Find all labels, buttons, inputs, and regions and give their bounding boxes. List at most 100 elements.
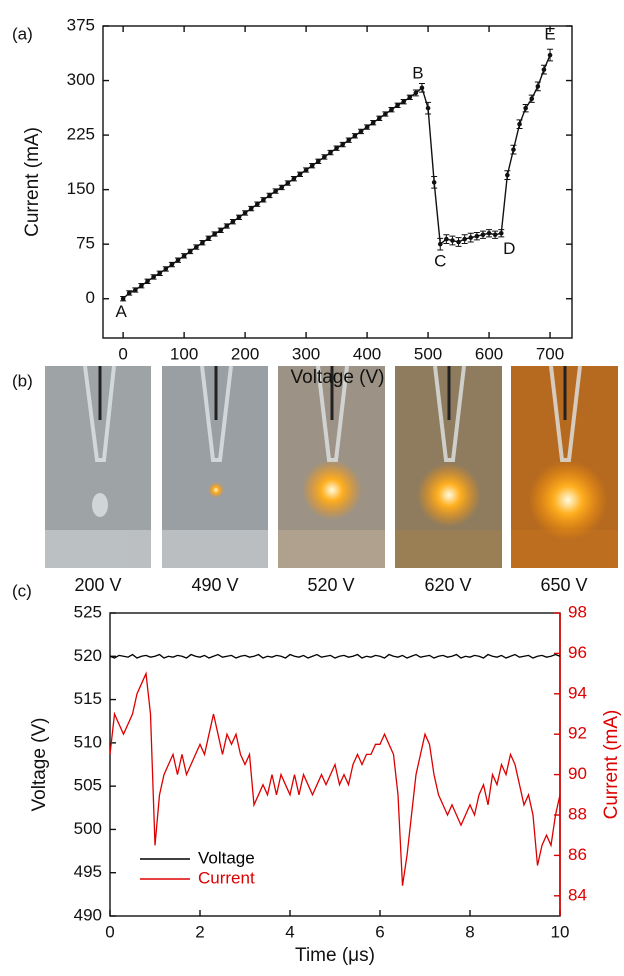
data-point — [334, 145, 339, 151]
data-line — [109, 653, 561, 659]
y-tick-label: 300 — [67, 70, 95, 89]
x-tick-label: 10 — [551, 922, 570, 941]
data-point — [328, 150, 333, 155]
data-point — [370, 120, 376, 126]
data-point — [315, 158, 321, 164]
y-axis-label: Voltage (V) — [29, 718, 50, 812]
data-point — [407, 94, 413, 100]
data-point — [419, 85, 425, 91]
x-tick-label: 400 — [353, 344, 381, 363]
data-point — [133, 287, 138, 293]
photo-caption: 520 V — [307, 575, 354, 595]
y-tick-label: 520 — [74, 646, 102, 665]
data-point — [255, 201, 260, 207]
data-point — [462, 236, 467, 242]
panel-label: (c) — [12, 581, 32, 600]
data-point — [395, 102, 400, 108]
y-tick-label: 490 — [74, 905, 102, 924]
y-tick-label: 505 — [74, 776, 102, 795]
y2-tick-label: 96 — [568, 643, 587, 662]
legend-label: Voltage — [198, 848, 255, 867]
photo-caption: 490 V — [191, 575, 238, 595]
data-point — [376, 116, 382, 121]
photo-floor — [45, 530, 618, 568]
data-point — [151, 274, 156, 280]
data-point — [297, 172, 303, 177]
data-point — [437, 241, 443, 247]
x-tick-label: 200 — [231, 344, 259, 363]
data-point — [261, 197, 266, 203]
x-tick-label: 600 — [475, 344, 503, 363]
x-tick-label: 4 — [285, 922, 294, 941]
data-point — [187, 249, 193, 254]
data-point — [163, 266, 169, 272]
data-point — [346, 137, 352, 143]
wire — [98, 366, 567, 420]
x-axis-label: Time (μs) — [295, 945, 375, 966]
data-point — [340, 142, 345, 147]
data-point — [279, 185, 284, 190]
data-point — [126, 290, 132, 296]
data-point — [523, 105, 528, 111]
data-point — [273, 188, 278, 194]
data-point — [486, 230, 492, 236]
x-tick-label: 300 — [292, 344, 320, 363]
data-point — [358, 129, 364, 134]
data-point — [431, 180, 437, 185]
y2-axis-label: Current (mA) — [601, 710, 622, 820]
data-point — [456, 239, 461, 245]
data-point — [529, 96, 535, 102]
data-point — [145, 278, 150, 284]
data-point — [206, 236, 211, 241]
data-point — [498, 230, 504, 236]
point-annotation: E — [544, 25, 555, 44]
data-point — [267, 193, 272, 198]
x-tick-label: 0 — [118, 344, 127, 363]
glow — [302, 460, 362, 520]
x-tick-label: 500 — [414, 344, 442, 363]
data-point — [450, 238, 455, 243]
data-point — [303, 167, 309, 173]
data-point — [291, 176, 297, 182]
data-point — [248, 206, 254, 211]
x-tick-label: 6 — [375, 922, 384, 941]
data-point — [547, 52, 553, 58]
data-point — [425, 105, 431, 111]
data-point — [309, 163, 315, 168]
y2-tick-label: 94 — [568, 683, 587, 702]
data-point — [236, 214, 242, 220]
glow — [417, 463, 481, 527]
y2-tick-label: 84 — [568, 885, 587, 904]
x-tick-label: 2 — [195, 922, 204, 941]
data-point — [169, 262, 175, 267]
y2-tick-label: 88 — [568, 804, 587, 823]
photo-row — [45, 365, 618, 568]
data-point — [200, 240, 205, 246]
y-tick-label: 150 — [67, 179, 95, 198]
data-point — [389, 107, 394, 112]
point-annotation: A — [115, 302, 127, 321]
x-tick-label: 700 — [536, 344, 564, 363]
data-point — [505, 172, 510, 178]
y2-tick-label: 86 — [568, 845, 587, 864]
data-point — [120, 296, 126, 302]
y-tick-label: 525 — [74, 602, 102, 621]
y-tick-label: 375 — [67, 15, 95, 34]
data-point — [474, 233, 480, 239]
legend-label: Current — [198, 868, 255, 887]
glow — [528, 460, 608, 540]
y-axis-label: Current (mA) — [22, 127, 43, 237]
photo-caption: 620 V — [424, 575, 471, 595]
y-tick-label: 225 — [67, 125, 95, 144]
data-point — [541, 67, 547, 72]
y2-tick-label: 92 — [568, 724, 587, 743]
panel-label: (a) — [12, 24, 33, 43]
data-point — [413, 90, 419, 96]
y-tick-label: 75 — [76, 234, 95, 253]
data-point — [401, 99, 406, 104]
y-tick-label: 495 — [74, 862, 102, 881]
data-point — [194, 244, 199, 250]
data-point — [468, 235, 474, 240]
